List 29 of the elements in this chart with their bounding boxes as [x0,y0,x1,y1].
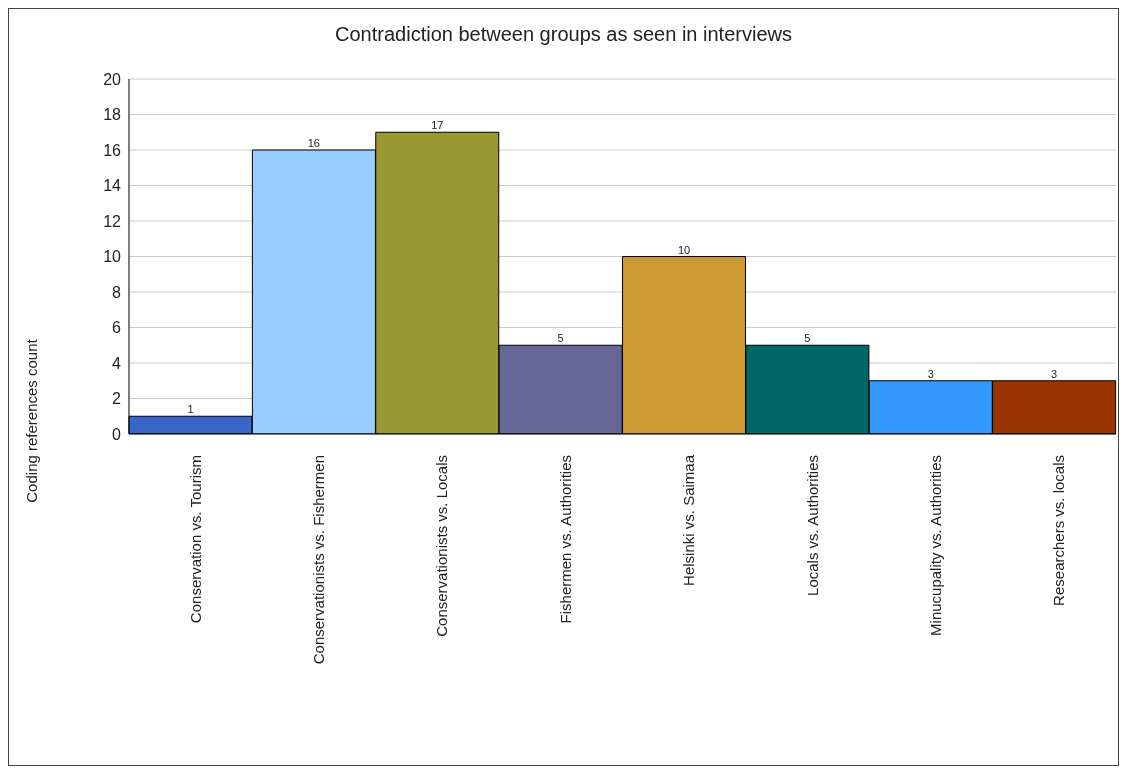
y-tick-label: 18 [103,106,122,124]
y-tick-label: 16 [103,141,122,159]
x-tick-label: Conservation vs. Tourism [186,455,204,624]
x-tick-label: Fishermen vs. Authorities [556,455,574,624]
data-label: 5 [557,332,564,345]
y-tick-label: 4 [112,354,122,372]
y-tick-label: 2 [112,390,122,408]
x-tick-label: Minucupality vs. Authorities [926,455,944,636]
y-tick-label: 12 [103,212,122,230]
x-tick-label: Researchers vs. locals [1050,455,1068,606]
data-label: 3 [1051,367,1058,380]
data-label: 16 [307,137,320,149]
data-label: 17 [431,119,444,132]
data-label: 10 [677,243,691,256]
x-tick-label: Locals vs. Authorities [803,455,821,596]
data-label: 3 [927,367,934,380]
x-tick-label: Conservationists vs. Fishermen [310,455,328,665]
data-label: 1 [187,403,194,416]
x-tick-label: Helsinki vs. Saimaa [680,454,698,586]
y-tick-label: 6 [112,319,122,337]
data-label: 5 [804,332,811,345]
y-axis-title: Coding references count [23,338,40,503]
y-tick-label: 8 [112,283,122,301]
x-tick-label: Conservationists vs. Locals [433,455,451,637]
y-tick-label: 0 [112,425,122,443]
y-tick-label: 10 [103,248,122,266]
y-tick-label: 14 [103,177,122,195]
chart-title: Contradiction between groups as seen in interviews [334,23,793,46]
y-tick-label: 20 [103,70,122,88]
